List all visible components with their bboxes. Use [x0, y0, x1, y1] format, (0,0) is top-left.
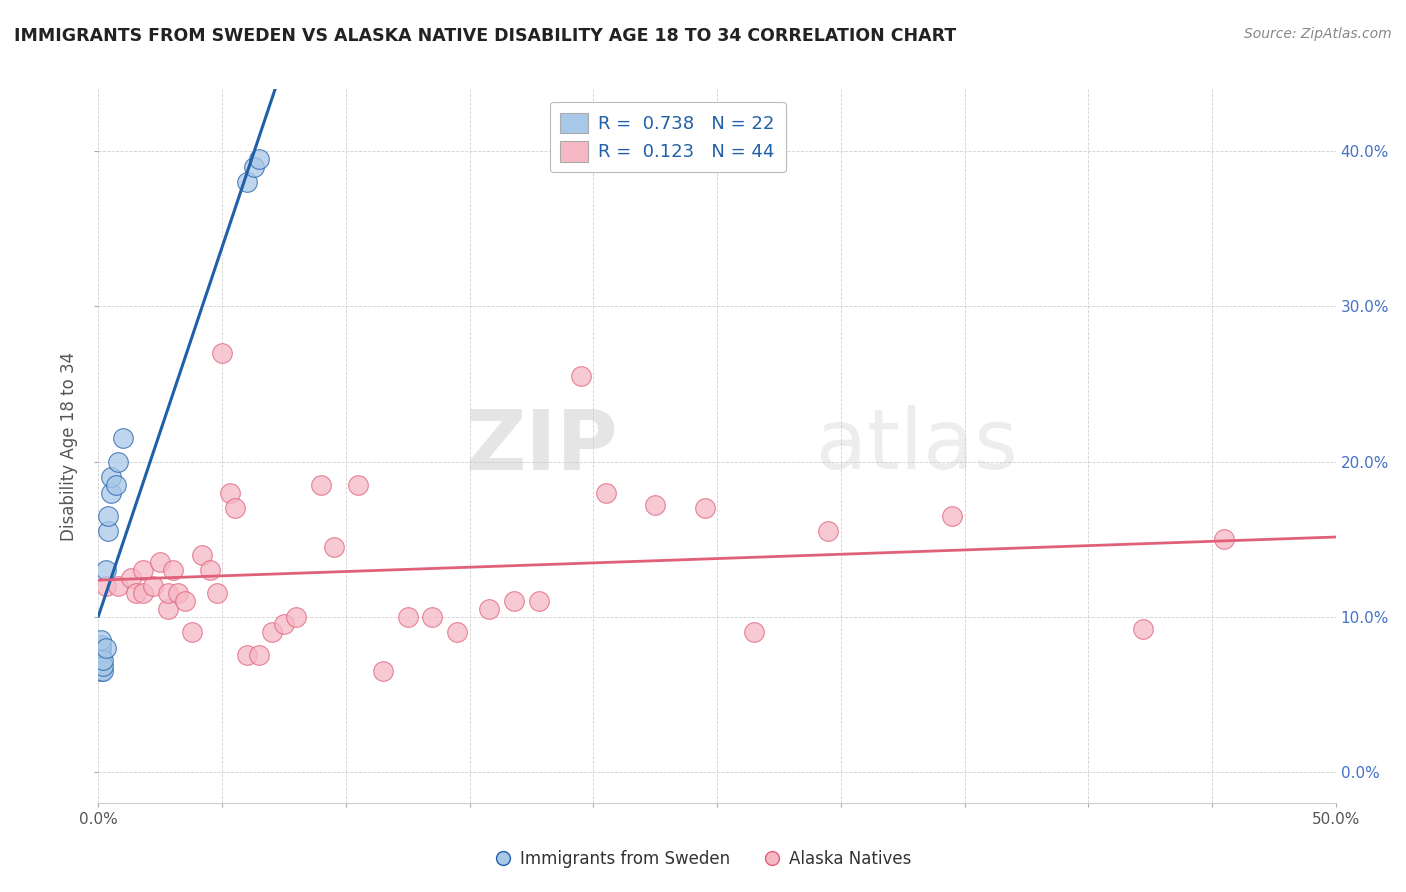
Point	[1132, 622, 1154, 636]
Point	[162, 563, 184, 577]
Point	[211, 346, 233, 360]
Point	[132, 586, 155, 600]
Point	[693, 501, 716, 516]
Point	[90, 640, 112, 655]
Point	[422, 609, 444, 624]
Point	[90, 664, 112, 678]
Point	[309, 477, 332, 491]
Point	[527, 594, 550, 608]
Point	[218, 485, 240, 500]
Point	[107, 579, 129, 593]
Point	[174, 594, 197, 608]
Point	[478, 602, 501, 616]
Point	[347, 477, 370, 491]
Point	[166, 586, 188, 600]
Point	[90, 653, 112, 667]
Point	[100, 470, 122, 484]
Point	[93, 653, 115, 667]
Point	[181, 625, 204, 640]
Point	[142, 579, 165, 593]
Point	[156, 602, 179, 616]
Point	[644, 498, 666, 512]
Point	[243, 160, 266, 174]
Point	[94, 563, 117, 577]
Point	[236, 648, 259, 663]
Point	[132, 563, 155, 577]
Point	[260, 625, 283, 640]
Point	[285, 609, 308, 624]
Point	[156, 586, 179, 600]
Point	[1213, 532, 1236, 546]
Point	[817, 524, 839, 539]
Point	[371, 664, 394, 678]
Point	[503, 594, 526, 608]
Text: Source: ZipAtlas.com: Source: ZipAtlas.com	[1244, 27, 1392, 41]
Point	[112, 431, 135, 445]
Y-axis label: Disability Age 18 to 34: Disability Age 18 to 34	[60, 351, 79, 541]
Point	[742, 625, 765, 640]
Point	[90, 632, 112, 647]
Point	[198, 563, 221, 577]
Point	[396, 609, 419, 624]
Point	[97, 508, 120, 523]
Point	[224, 501, 246, 516]
Text: IMMIGRANTS FROM SWEDEN VS ALASKA NATIVE DISABILITY AGE 18 TO 34 CORRELATION CHAR: IMMIGRANTS FROM SWEDEN VS ALASKA NATIVE …	[14, 27, 956, 45]
Point	[90, 638, 112, 652]
Point	[247, 152, 270, 166]
Point	[120, 571, 142, 585]
Point	[107, 454, 129, 468]
Point	[446, 625, 468, 640]
Point	[93, 659, 115, 673]
Point	[90, 648, 112, 663]
Legend: R =  0.738   N = 22, R =  0.123   N = 44: R = 0.738 N = 22, R = 0.123 N = 44	[550, 102, 786, 172]
Point	[97, 524, 120, 539]
Point	[90, 656, 112, 670]
Point	[273, 617, 295, 632]
Point	[322, 540, 344, 554]
Point	[149, 555, 172, 569]
Legend: Immigrants from Sweden, Alaska Natives: Immigrants from Sweden, Alaska Natives	[488, 844, 918, 875]
Point	[100, 485, 122, 500]
Point	[941, 508, 963, 523]
Point	[569, 369, 592, 384]
Point	[93, 664, 115, 678]
Point	[205, 586, 228, 600]
Text: atlas: atlas	[815, 406, 1018, 486]
Point	[191, 548, 214, 562]
Point	[236, 175, 259, 189]
Point	[595, 485, 617, 500]
Text: ZIP: ZIP	[465, 406, 619, 486]
Point	[124, 586, 146, 600]
Point	[247, 648, 270, 663]
Point	[94, 640, 117, 655]
Point	[94, 579, 117, 593]
Point	[104, 477, 127, 491]
